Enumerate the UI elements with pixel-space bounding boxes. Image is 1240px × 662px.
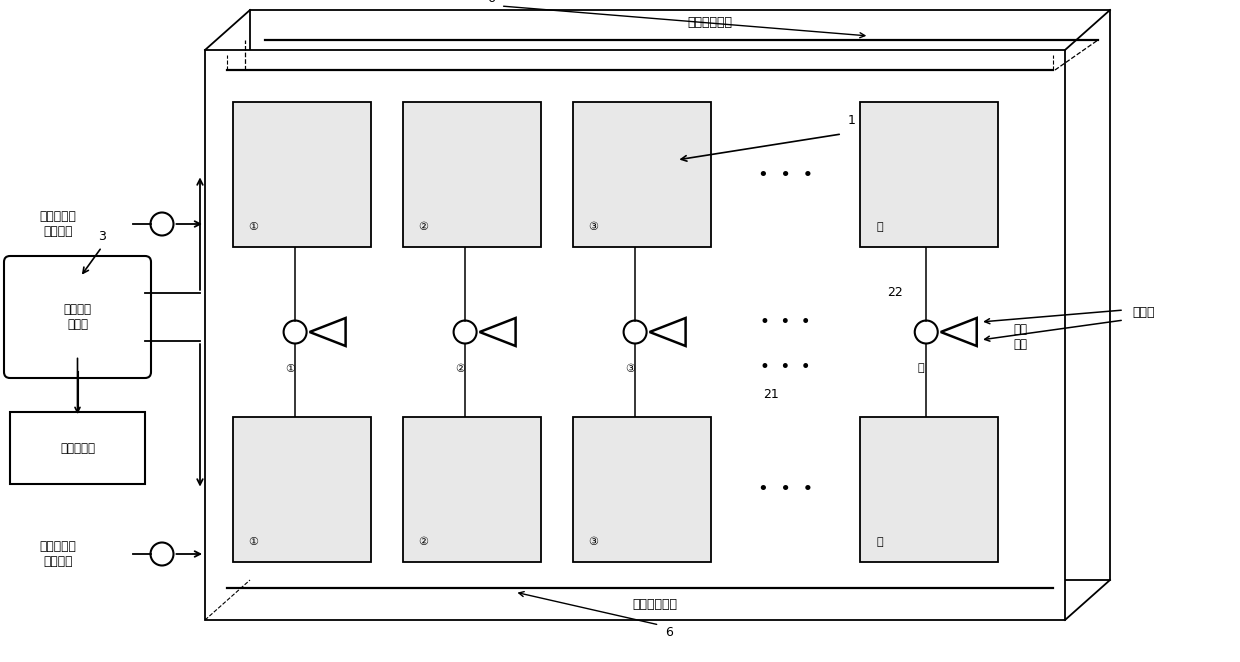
Polygon shape	[310, 318, 346, 346]
Text: 6: 6	[666, 626, 673, 639]
Text: 天线
单元: 天线 单元	[1013, 323, 1027, 351]
Text: 同相功分模块: 同相功分模块	[632, 598, 677, 612]
Text: ②: ②	[418, 537, 428, 547]
Text: 双向移相
收发单元: 双向移相 收发单元	[915, 160, 942, 189]
Text: 同相功分模块: 同相功分模块	[687, 17, 733, 30]
Text: 双向移相
收发单元: 双向移相 收发单元	[458, 475, 486, 504]
Text: ③: ③	[588, 537, 598, 547]
Text: ①: ①	[248, 222, 258, 232]
Text: 6: 6	[487, 0, 495, 5]
Bar	[250, 10, 1110, 580]
Text: 22: 22	[887, 285, 903, 299]
Bar	[861, 417, 998, 562]
Polygon shape	[941, 318, 977, 346]
Text: 21: 21	[763, 387, 779, 401]
Text: •  •  •: • • •	[760, 358, 811, 376]
Bar	[573, 102, 711, 247]
Text: 3: 3	[98, 230, 105, 244]
Bar	[573, 417, 711, 562]
Bar	[10, 412, 145, 484]
Polygon shape	[480, 318, 516, 346]
Text: ③: ③	[625, 363, 635, 373]
Bar	[861, 102, 998, 247]
FancyBboxPatch shape	[4, 256, 151, 378]
Text: 第二行射频
信号输入: 第二行射频 信号输入	[40, 540, 77, 568]
Text: 基带处理板: 基带处理板	[60, 442, 95, 455]
Text: •  •  •: • • •	[760, 313, 811, 331]
Bar	[233, 417, 371, 562]
Text: 双向移相
收发单元: 双向移相 收发单元	[458, 160, 486, 189]
Bar	[233, 102, 371, 247]
Text: ②: ②	[455, 363, 465, 373]
Bar	[403, 417, 541, 562]
Text: 双向移相
收发单元: 双向移相 收发单元	[627, 475, 656, 504]
Text: 1: 1	[848, 115, 856, 127]
Text: 双向移相
收发单元: 双向移相 收发单元	[915, 475, 942, 504]
Text: ①: ①	[285, 363, 295, 373]
Text: 第一行射频
信号输入: 第一行射频 信号输入	[40, 210, 77, 238]
Text: Ⓝ: Ⓝ	[877, 222, 883, 232]
Text: Ⓝ: Ⓝ	[918, 363, 925, 373]
Bar	[205, 50, 1065, 620]
Polygon shape	[650, 318, 686, 346]
Text: 功分器: 功分器	[1132, 305, 1154, 318]
Text: ②: ②	[418, 222, 428, 232]
Text: ③: ③	[588, 222, 598, 232]
Text: 双向移相
收发单元: 双向移相 收发单元	[288, 160, 316, 189]
Text: •  •  •: • • •	[758, 166, 813, 183]
Text: ①: ①	[248, 537, 258, 547]
Bar	[403, 102, 541, 247]
Text: Ⓝ: Ⓝ	[877, 537, 883, 547]
Text: •  •  •: • • •	[758, 481, 813, 498]
Text: 控制与校
准单元: 控制与校 准单元	[63, 303, 92, 331]
Text: 双向移相
收发单元: 双向移相 收发单元	[288, 475, 316, 504]
Text: 双向移相
收发单元: 双向移相 收发单元	[627, 160, 656, 189]
